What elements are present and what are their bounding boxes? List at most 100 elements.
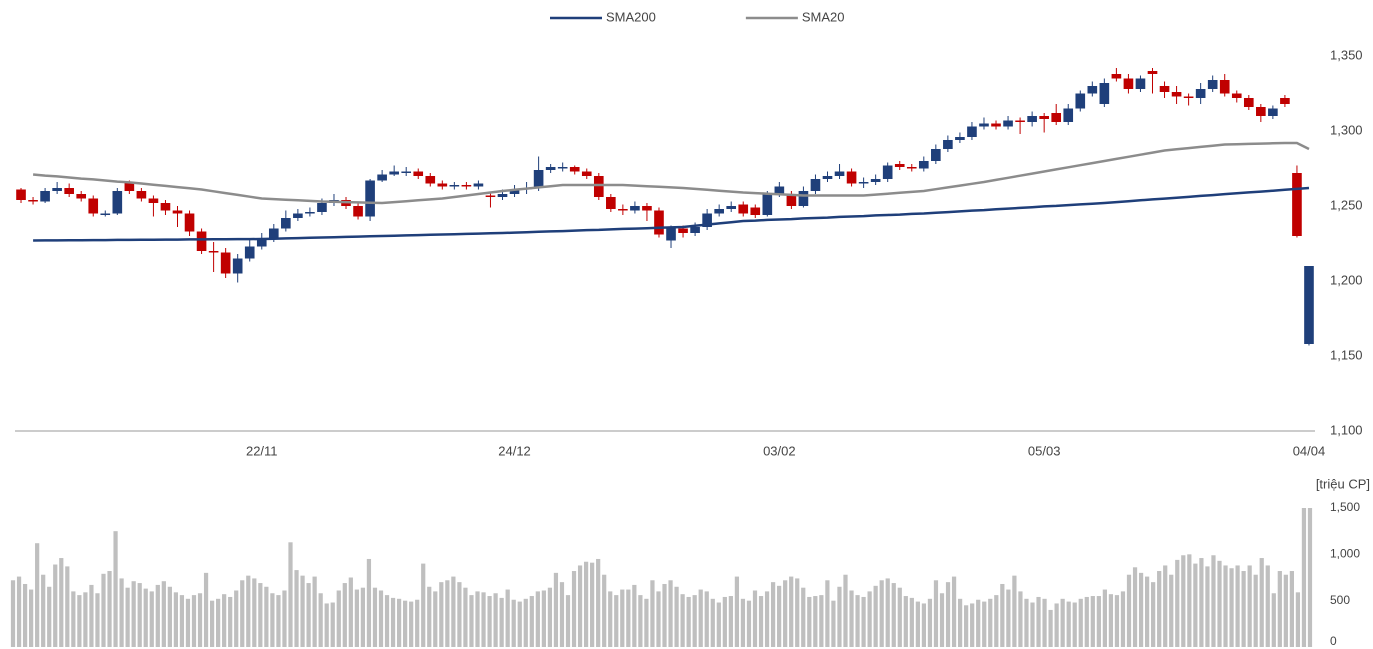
volume-bar	[559, 582, 565, 647]
candle-body	[1195, 89, 1206, 98]
volume-bar	[149, 591, 154, 647]
candle-body	[88, 198, 99, 214]
volume-bar	[596, 558, 601, 647]
volume-bar	[29, 589, 34, 647]
x-tick-label: 03/02	[763, 443, 796, 458]
volume-bar	[674, 586, 679, 647]
volume-bar	[300, 575, 305, 647]
candle-body	[606, 197, 616, 209]
candle-body	[208, 251, 219, 253]
volume-bar	[825, 580, 830, 647]
volume-bar	[1223, 565, 1228, 647]
volume-bar	[41, 574, 46, 647]
volume-bar	[1283, 574, 1288, 647]
volume-bar	[1235, 565, 1240, 647]
volume-bar	[801, 587, 806, 647]
y-tick-label: 1,000	[1330, 547, 1360, 561]
volume-bar	[505, 589, 510, 647]
candle-body	[979, 123, 989, 127]
volume-bar	[879, 580, 884, 647]
volume-bar	[1072, 602, 1077, 647]
volume-bar	[692, 595, 697, 647]
volume-bar	[1301, 508, 1307, 647]
y-tick-label: 0	[1330, 634, 1337, 648]
volume-bar	[475, 591, 480, 647]
volume-bar	[988, 598, 993, 647]
volume-bar	[583, 561, 589, 647]
candle-body	[425, 176, 436, 184]
candle-body	[1099, 83, 1110, 104]
volume-bar	[752, 590, 758, 647]
volume-bar	[1078, 598, 1083, 647]
volume-bar	[638, 595, 643, 647]
volume-bar	[909, 597, 914, 647]
volume-bar	[35, 543, 40, 647]
candle-body	[1039, 116, 1049, 119]
volume-bar	[258, 583, 263, 647]
candle-body	[184, 213, 195, 232]
candle-body	[967, 126, 977, 137]
candle-body	[16, 189, 26, 200]
volume-bar	[1108, 594, 1114, 647]
volume-bar	[957, 598, 963, 647]
candle-body	[232, 258, 243, 274]
volume-bar	[867, 591, 872, 647]
volume-bar	[927, 598, 933, 647]
candle-body	[76, 194, 87, 199]
volume-bar	[1271, 593, 1276, 647]
candle-body	[1219, 80, 1230, 94]
volume-bar	[982, 601, 987, 647]
volume-bar	[1229, 568, 1234, 647]
x-tick-label: 04/04	[1293, 443, 1326, 458]
candle-body	[473, 183, 484, 187]
candle-body	[112, 191, 123, 214]
candle-body	[40, 191, 50, 202]
volume-bar	[644, 598, 649, 647]
candle-body	[557, 167, 568, 169]
candle-body	[244, 246, 255, 259]
volume-bar	[1048, 609, 1053, 647]
volume-bar	[897, 587, 902, 647]
x-tick-label: 05/03	[1028, 443, 1061, 458]
candle-body	[666, 228, 676, 241]
volume-bar	[620, 589, 625, 647]
candle-body	[148, 198, 159, 203]
candle-body	[413, 171, 424, 176]
y-axis-label: [triệu CP]	[1316, 476, 1370, 491]
volume-bar	[318, 593, 323, 647]
volume-bar	[1157, 571, 1162, 647]
volume-bar	[1253, 574, 1258, 647]
volume-bar	[167, 586, 172, 647]
volume-bar	[203, 572, 209, 647]
volume-bar	[626, 589, 631, 647]
volume-bar	[312, 576, 317, 647]
volume-bar	[47, 586, 52, 647]
volume-bar	[306, 583, 311, 647]
volume-bar	[831, 600, 836, 647]
volume-bar	[228, 596, 233, 647]
candle-body	[1231, 93, 1242, 98]
candle-body	[1159, 86, 1170, 92]
volume-bar	[517, 601, 522, 647]
volume-bar	[1144, 576, 1150, 647]
candle-body	[136, 191, 147, 199]
candle-body	[593, 176, 604, 197]
volume-bar	[614, 595, 619, 647]
candle-body	[774, 186, 785, 194]
candle-body	[64, 188, 74, 194]
volume-bar	[119, 578, 124, 647]
candle-body	[1051, 113, 1062, 122]
volume-bar	[921, 603, 927, 647]
volume-bar	[783, 580, 788, 647]
candle-body	[918, 161, 929, 169]
volume-bar	[1012, 575, 1017, 647]
candle-body	[931, 149, 941, 161]
volume-bar	[161, 581, 166, 647]
candle-body	[618, 209, 628, 211]
candle-body	[1171, 92, 1182, 97]
sma-line	[33, 186, 1310, 242]
volume-bar	[53, 564, 58, 647]
candle-body	[1015, 120, 1025, 122]
volume-bar	[1132, 567, 1138, 647]
volume-bar	[632, 584, 637, 647]
